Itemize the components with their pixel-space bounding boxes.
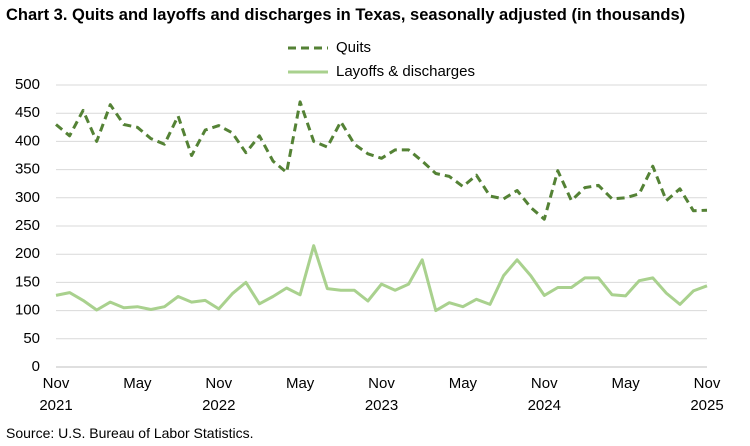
y-tick-label: 250 xyxy=(15,217,40,234)
legend-label: Quits xyxy=(336,39,371,56)
x-tick-label: May xyxy=(123,375,152,392)
y-tick-label: 400 xyxy=(15,132,40,149)
y-tick-label: 150 xyxy=(15,273,40,290)
y-tick-label: 200 xyxy=(15,245,40,262)
y-tick-label: 50 xyxy=(23,330,40,347)
chart-title: Chart 3. Quits and layoffs and discharge… xyxy=(6,6,686,24)
legend-label: Layoffs & discharges xyxy=(336,63,475,80)
y-tick-label: 500 xyxy=(15,76,40,93)
x-tick-label: May xyxy=(448,375,478,392)
series-line xyxy=(55,244,708,313)
x-tick-label: Nov 2025 xyxy=(690,375,724,414)
y-tick-label: 350 xyxy=(15,161,40,178)
y-tick-label: 300 xyxy=(15,189,40,206)
x-tick-label: Nov 2022 xyxy=(202,375,236,414)
y-tick-label: 0 xyxy=(32,358,40,375)
source-note: Source: U.S. Bureau of Labor Statistics. xyxy=(6,425,254,441)
y-tick-label: 100 xyxy=(15,302,40,319)
x-tick-label: May xyxy=(611,375,640,392)
series-line xyxy=(55,100,708,221)
x-tick-label: Nov 2021 xyxy=(39,375,73,414)
x-tick-label: Nov 2023 xyxy=(364,375,399,414)
y-tick-label: 450 xyxy=(15,104,40,121)
x-tick-label: May xyxy=(285,375,315,392)
x-tick-label: Nov 2024 xyxy=(527,375,561,414)
